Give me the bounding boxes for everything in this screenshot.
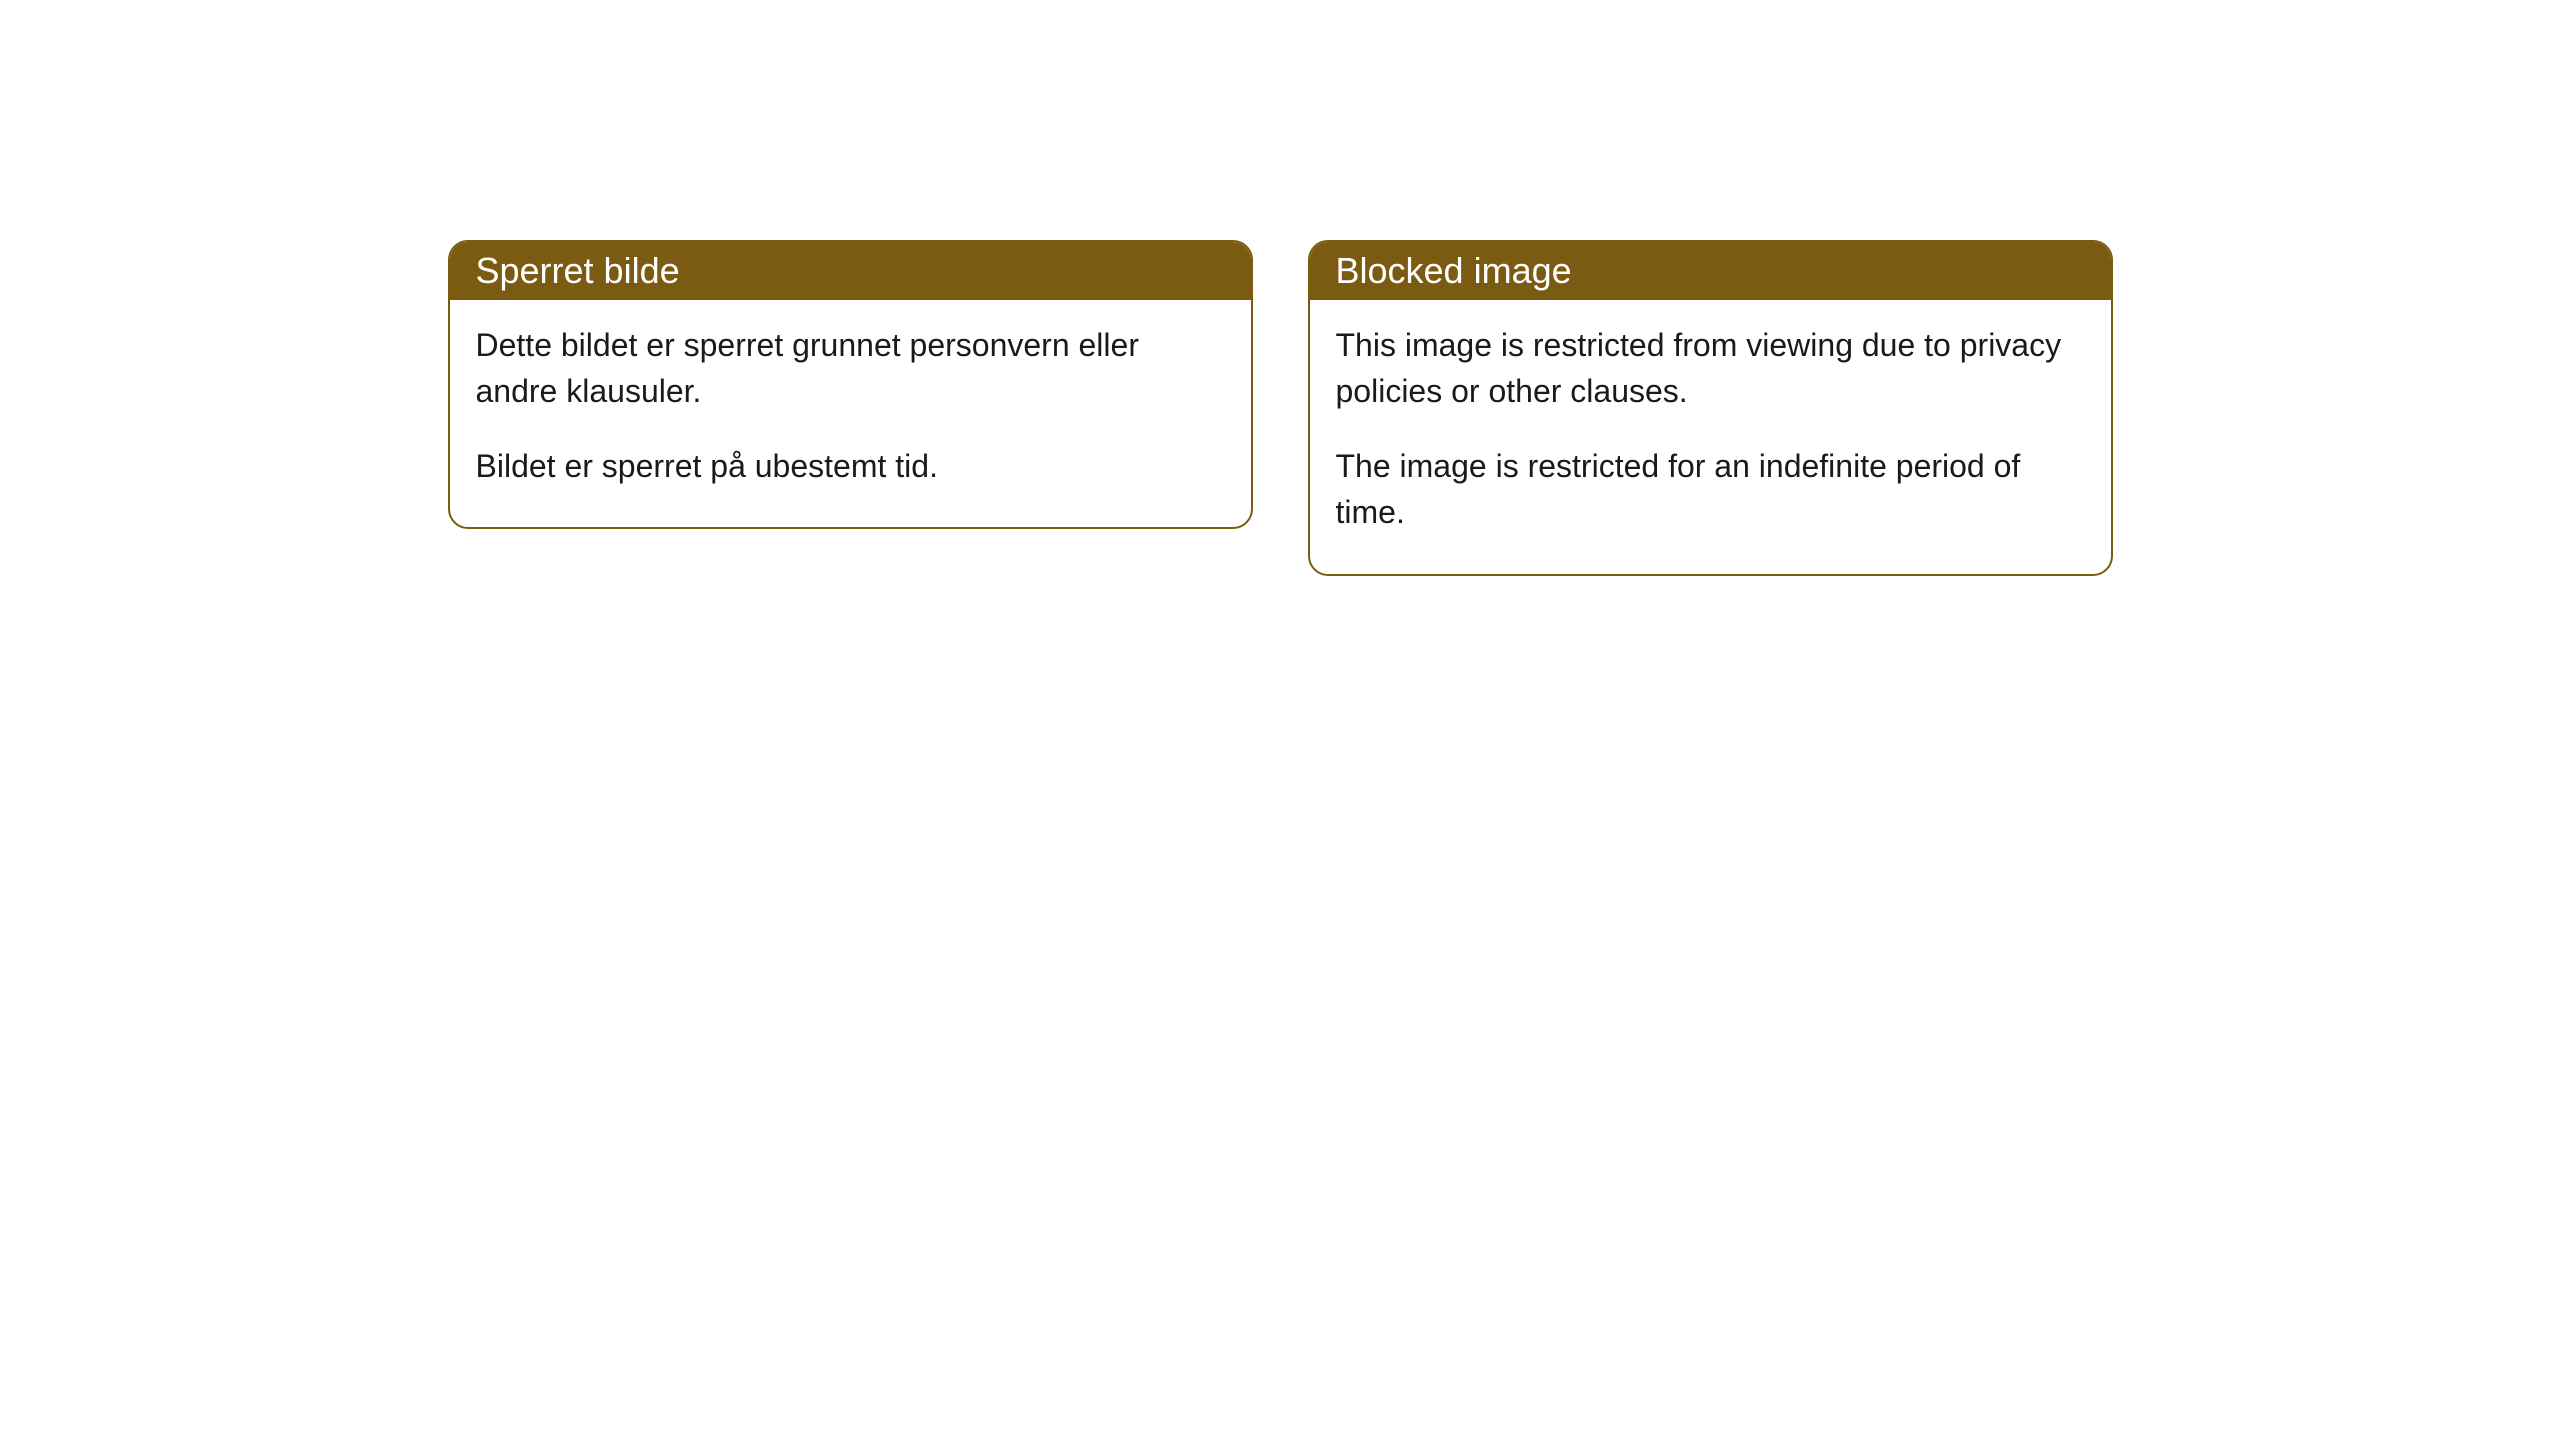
notice-cards-container: Sperret bilde Dette bildet er sperret gr… (448, 240, 2113, 1440)
card-body-norwegian: Dette bildet er sperret grunnet personve… (450, 300, 1251, 527)
card-body-english: This image is restricted from viewing du… (1310, 300, 2111, 574)
card-paragraph-1-english: This image is restricted from viewing du… (1336, 322, 2085, 415)
card-title-english: Blocked image (1310, 242, 2111, 300)
blocked-image-card-english: Blocked image This image is restricted f… (1308, 240, 2113, 576)
card-title-norwegian: Sperret bilde (450, 242, 1251, 300)
card-paragraph-1-norwegian: Dette bildet er sperret grunnet personve… (476, 322, 1225, 415)
card-paragraph-2-norwegian: Bildet er sperret på ubestemt tid. (476, 443, 1225, 489)
blocked-image-card-norwegian: Sperret bilde Dette bildet er sperret gr… (448, 240, 1253, 529)
card-paragraph-2-english: The image is restricted for an indefinit… (1336, 443, 2085, 536)
